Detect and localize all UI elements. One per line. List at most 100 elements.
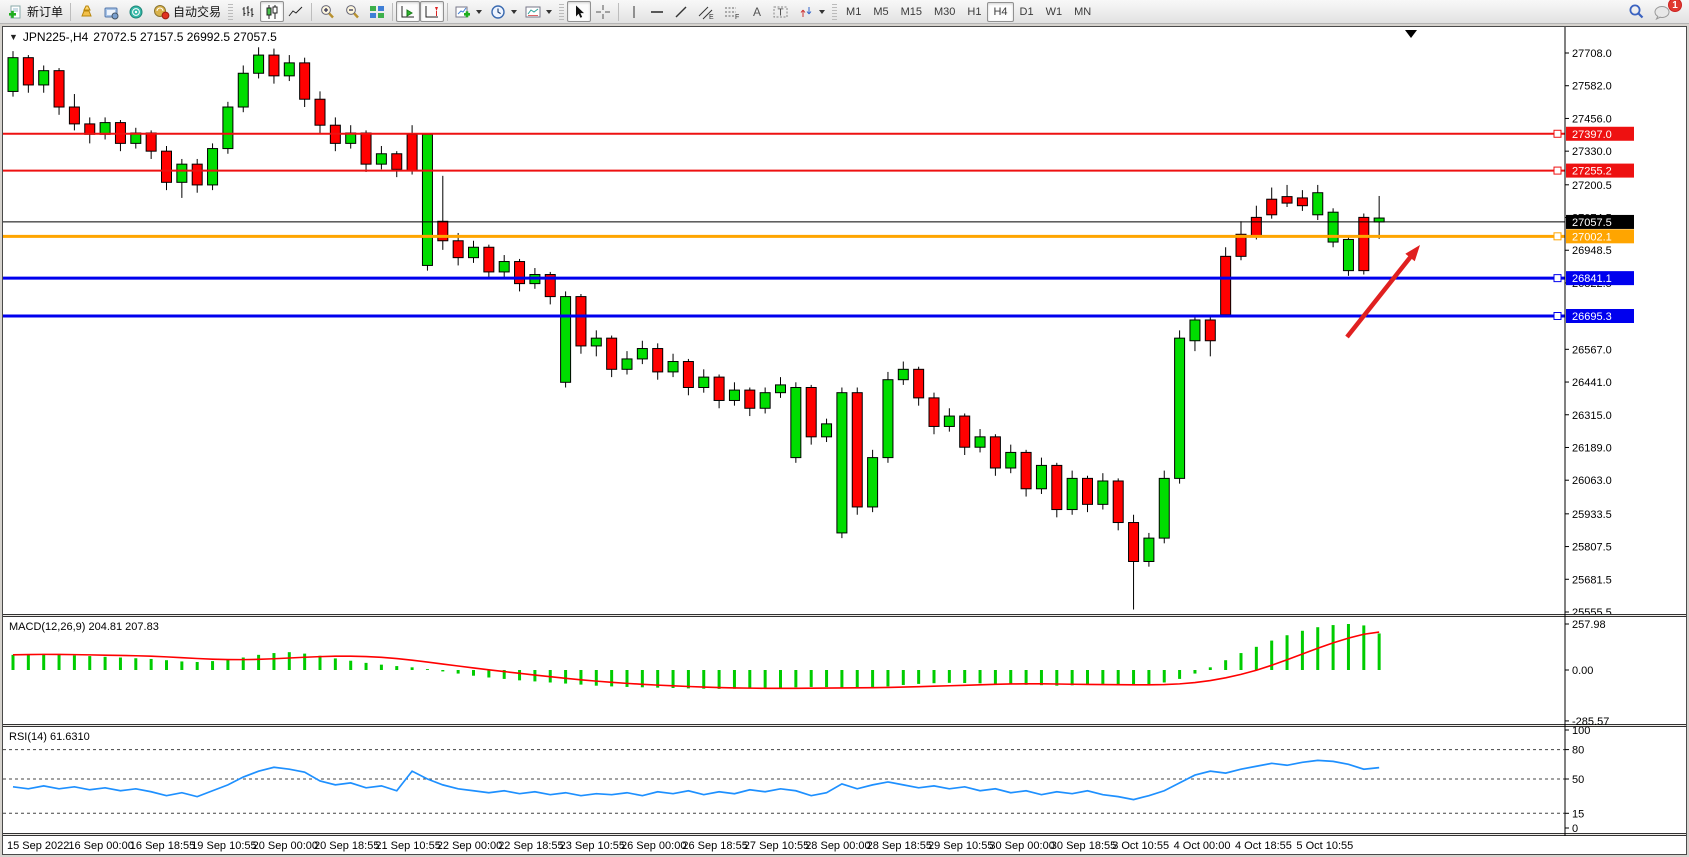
chart-menu-triangle-icon[interactable]: ▼ [9, 32, 18, 42]
candlestick-chart-button[interactable] [260, 1, 285, 22]
toolbar-separator [618, 2, 620, 21]
candle [652, 348, 664, 373]
hline-handle[interactable] [1553, 166, 1562, 175]
trendline-button[interactable] [669, 1, 693, 22]
signals-button[interactable] [124, 1, 149, 22]
candle [1220, 255, 1232, 316]
auto-scroll-icon [400, 4, 416, 20]
candle [53, 70, 65, 108]
hline-handle[interactable] [1553, 232, 1562, 241]
svg-text:F: F [735, 14, 739, 20]
price-badge-label: 27397.0 [1572, 129, 1612, 141]
candle [805, 386, 817, 438]
hline-handle[interactable] [1553, 311, 1562, 320]
timeframe-m15-button[interactable]: M15 [900, 5, 922, 18]
candle [38, 70, 50, 86]
timeframe-h4-button[interactable]: H4 [987, 1, 1014, 22]
time-axis-label: 16 Sep 18:55 [130, 840, 195, 852]
rsi-level-label: 0 [1572, 823, 1578, 835]
main-toolbar: 新订单 自动交易 E F A T M1 M5 M15 M30 H1 H4 D1 … [0, 0, 1689, 24]
notifications-button[interactable]: 1 [1649, 0, 1682, 22]
chart-canvas[interactable]: 27708.027582.027456.027330.027200.527074… [3, 27, 1686, 854]
text-label-icon: T [772, 4, 790, 20]
text-label-button[interactable]: T [768, 1, 794, 22]
timeframe-m5-button[interactable]: M5 [873, 5, 889, 18]
fibonacci-button[interactable]: F [719, 1, 745, 22]
horizontal-line-button[interactable] [645, 1, 669, 22]
equidistant-channel-button[interactable]: E [693, 1, 719, 22]
candle [759, 392, 771, 409]
time-axis-label: 15 Sep 2022 [7, 840, 69, 852]
price-tick-label: 26063.0 [1572, 475, 1612, 487]
candle [99, 122, 111, 135]
candle [161, 150, 172, 183]
metaeditor-button[interactable] [99, 1, 124, 22]
chart-window[interactable]: ▼ JPN225-,H4 27072.5 27157.5 26992.5 270… [2, 26, 1687, 855]
hline-handle[interactable] [1553, 274, 1562, 283]
candle [836, 392, 848, 534]
templates-icon [525, 4, 541, 20]
search-button[interactable] [1623, 1, 1649, 22]
macd-axis-label: -285.57 [1572, 716, 1609, 728]
price-tick-label: 27200.5 [1572, 180, 1612, 192]
candle [1174, 337, 1186, 479]
chart-ohlc-values: 27072.5 27157.5 26992.5 27057.5 [93, 30, 277, 44]
toolbar-separator [311, 2, 313, 21]
text-button[interactable]: A [745, 1, 768, 22]
timeframe-m30-button[interactable]: M30 [934, 5, 956, 18]
rsi-level-label: 100 [1572, 725, 1590, 737]
candle [1266, 198, 1278, 216]
pane-separator[interactable] [3, 724, 1686, 727]
arrows-button[interactable] [794, 1, 829, 22]
candle [744, 389, 756, 409]
auto-scroll-button[interactable] [396, 1, 421, 22]
price-badge-label: 27057.5 [1572, 217, 1612, 229]
gold-button[interactable] [74, 1, 99, 22]
templates-button[interactable] [521, 1, 556, 22]
candle [928, 397, 940, 427]
candle [84, 123, 96, 135]
timeframe-w1-button[interactable]: W1 [1045, 5, 1063, 18]
time-axis-label: 28 Sep 18:55 [867, 840, 932, 852]
rsi-indicator-label: RSI(14) 61.6310 [9, 731, 90, 743]
candle [468, 246, 479, 259]
autotrading-button[interactable]: 自动交易 [149, 1, 225, 22]
bar-chart-button[interactable] [236, 1, 260, 22]
dropdown-arrow-icon [546, 9, 553, 14]
candle [191, 163, 203, 186]
new-order-button[interactable]: 新订单 [4, 1, 67, 22]
line-chart-icon [288, 4, 304, 20]
hline-handle[interactable] [1553, 129, 1562, 138]
macd-axis-label: 257.98 [1572, 619, 1606, 631]
zoom-out-icon [344, 4, 361, 20]
timeframe-m1-button[interactable]: M1 [846, 5, 862, 18]
candle [1327, 211, 1339, 243]
cursor-button[interactable] [567, 1, 592, 22]
crosshair-button[interactable] [591, 1, 615, 22]
candle [636, 348, 648, 360]
candle [1189, 319, 1201, 342]
pane-separator[interactable] [3, 833, 1686, 836]
annotation-arrow-head[interactable] [1405, 245, 1420, 262]
timeframe-mn-button[interactable]: MN [1074, 5, 1092, 18]
horizontal-line-icon [649, 4, 665, 20]
signals-icon [128, 4, 145, 20]
zoom-out-button[interactable] [340, 1, 365, 22]
candle [498, 261, 510, 273]
candle [790, 386, 802, 459]
chart-shift-button[interactable] [420, 1, 445, 22]
timeframe-d1-button[interactable]: D1 [1019, 5, 1034, 18]
timeframe-h1-button[interactable]: H1 [967, 5, 982, 18]
vertical-line-button[interactable] [622, 1, 645, 22]
chart-shift-icon [424, 4, 440, 20]
price-tick-label: 27456.0 [1572, 113, 1612, 125]
line-chart-button[interactable] [284, 1, 308, 22]
periods-button[interactable] [486, 1, 521, 22]
new-chart-button[interactable] [451, 1, 486, 22]
pane-separator[interactable] [3, 614, 1686, 617]
zoom-in-button[interactable] [315, 1, 340, 22]
chart-shift-marker-icon[interactable] [1405, 30, 1417, 38]
tile-windows-button[interactable] [365, 1, 389, 22]
time-axis-label: 27 Sep 10:55 [744, 840, 809, 852]
annotation-arrow-line[interactable] [1345, 251, 1416, 339]
